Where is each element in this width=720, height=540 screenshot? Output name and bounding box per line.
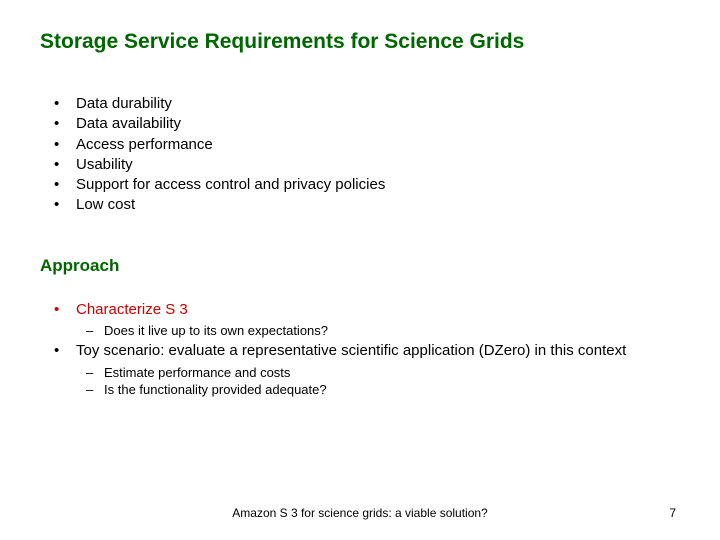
sub-list-item: Is the functionality provided adequate? xyxy=(76,381,680,399)
list-item: Support for access control and privacy p… xyxy=(40,175,680,195)
list-item: • Toy scenario: evaluate a representativ… xyxy=(40,341,680,398)
footer-text: Amazon S 3 for science grids: a viable s… xyxy=(232,506,487,520)
sub-list: Estimate performance and costs Is the fu… xyxy=(76,364,680,399)
approach-item-text: Characterize S 3 xyxy=(76,301,188,318)
list-item: Data availability xyxy=(40,114,680,134)
list-item: Usability xyxy=(40,155,680,175)
sub-list-item: Does it live up to its own expectations? xyxy=(76,322,680,340)
list-item: Access performance xyxy=(40,135,680,155)
page-number: 7 xyxy=(669,506,676,520)
list-item: Data durability xyxy=(40,94,680,114)
sub-list-item: Estimate performance and costs xyxy=(76,364,680,382)
bullet-icon: • xyxy=(54,300,59,320)
approach-heading: Approach xyxy=(40,256,680,276)
approach-list: • Characterize S 3 Does it live up to it… xyxy=(40,300,680,399)
list-item: Low cost xyxy=(40,195,680,215)
sub-list: Does it live up to its own expectations? xyxy=(76,322,680,340)
bullet-icon: • xyxy=(54,341,59,361)
list-item: • Characterize S 3 Does it live up to it… xyxy=(40,300,680,340)
approach-item-text: Toy scenario: evaluate a representative … xyxy=(76,342,626,359)
slide-title: Storage Service Requirements for Science… xyxy=(40,30,680,54)
requirements-list: Data durability Data availability Access… xyxy=(40,94,680,216)
